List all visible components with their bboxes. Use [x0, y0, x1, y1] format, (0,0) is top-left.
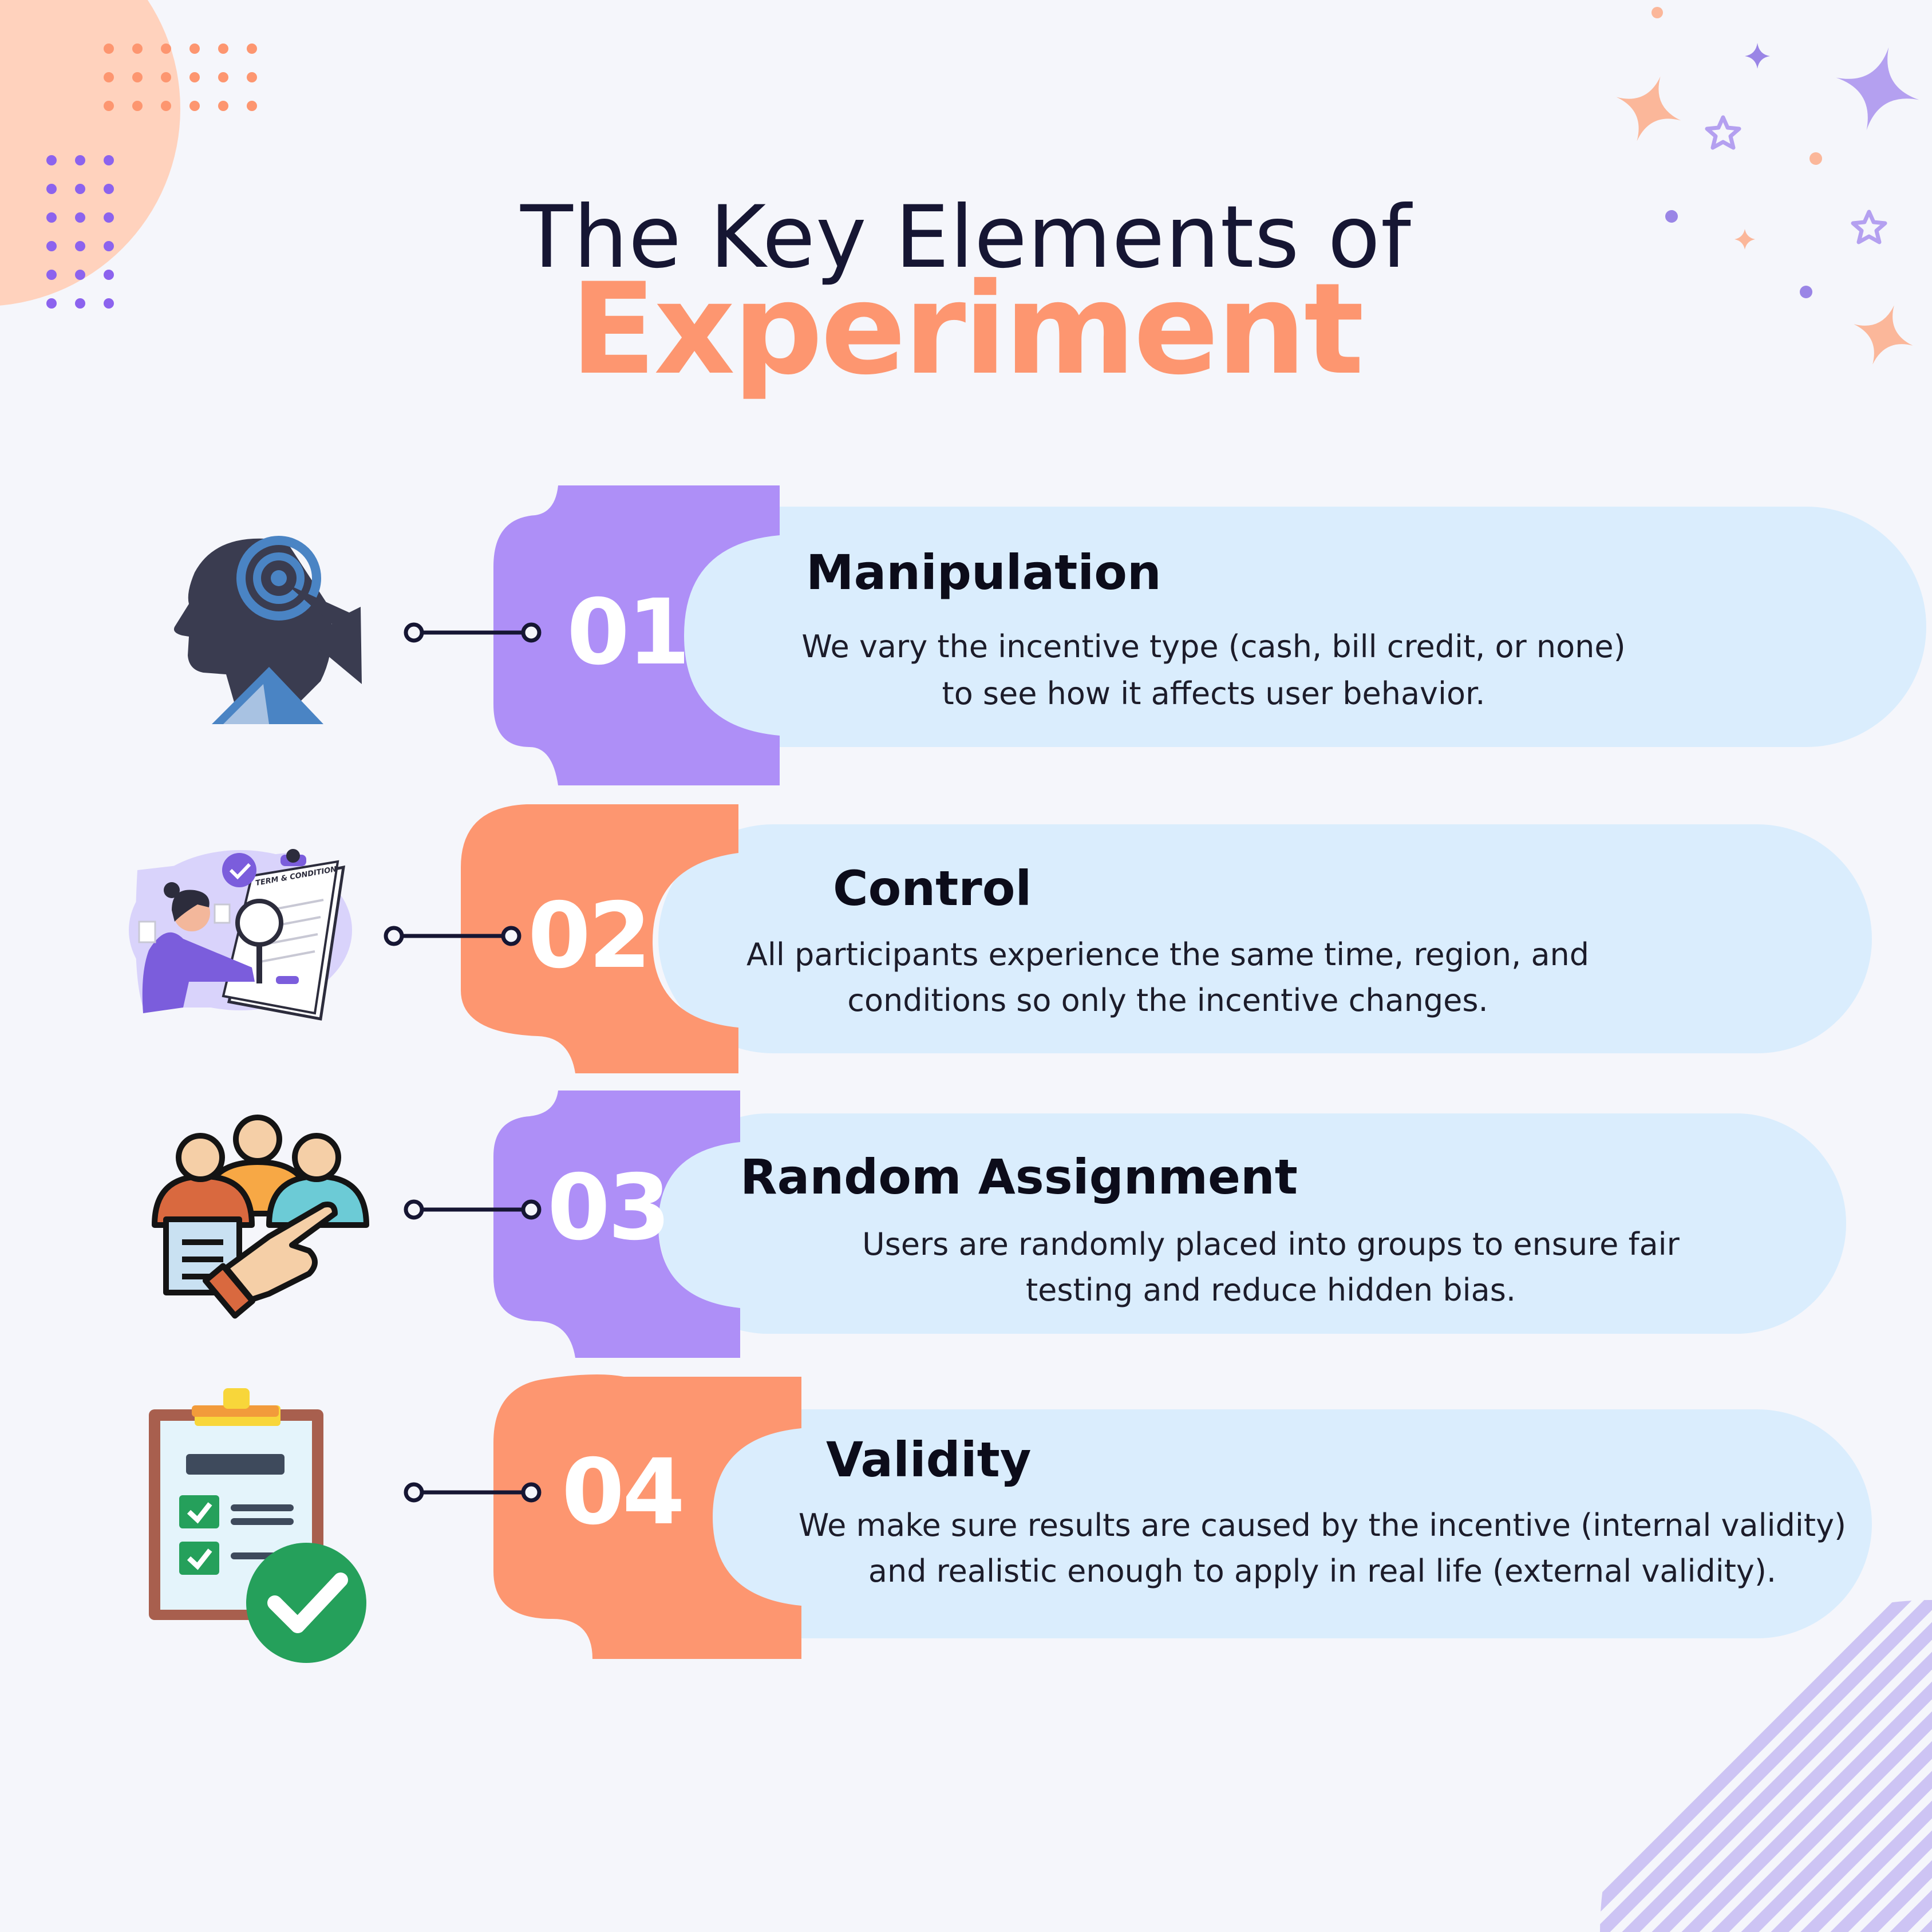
- step-01-desc-line2: to see how it affects user behavior.: [942, 675, 1485, 712]
- title-line1: The Key Elements of: [520, 188, 1412, 287]
- sparkle-decoration: [1616, 7, 1919, 365]
- checklist-approved-icon: [149, 1388, 366, 1663]
- step-02-desc-line2: conditions so only the incentive changes…: [847, 982, 1488, 1018]
- purple-dot-grid: [46, 155, 114, 309]
- step-03-title: Random Assignment: [740, 1149, 1298, 1205]
- step-04-number: 04: [562, 1440, 685, 1545]
- step-02-card: [658, 824, 1872, 1053]
- step-01-desc-line1: We vary the incentive type (cash, bill c…: [801, 629, 1626, 665]
- step-02-number-tab: [461, 804, 738, 1073]
- step-01-title: Manipulation: [806, 544, 1161, 600]
- step-04-desc-line1: We make sure results are caused by the i…: [798, 1507, 1847, 1543]
- step-01-number-tab: [493, 485, 780, 785]
- step-04-desc-line2: and realistic enough to apply in real li…: [868, 1553, 1777, 1589]
- step-01-number: 01: [567, 580, 690, 685]
- step-03-number: 03: [547, 1155, 671, 1261]
- orange-dot-grid: [104, 44, 257, 111]
- step-04-title: Validity: [826, 1432, 1032, 1488]
- group-selection-icon: [152, 1115, 369, 1319]
- step-02-number: 02: [528, 883, 651, 989]
- terms-inspection-icon: TERM & CONDITION: [129, 849, 352, 1021]
- step-04-number-tab: [493, 1374, 801, 1659]
- step-01-card: [658, 507, 1926, 747]
- head-target-icon: [173, 536, 362, 724]
- step-03-card: [658, 1113, 1846, 1334]
- title-line2: Experiment: [570, 256, 1364, 402]
- step-02-desc-line1: All participants experience the same tim…: [746, 937, 1590, 973]
- step-03-desc-line2: testing and reduce hidden bias.: [1025, 1272, 1516, 1308]
- step-03-number-tab: [493, 1091, 740, 1358]
- step-03-desc-line1: Users are randomly placed into groups to…: [862, 1226, 1680, 1262]
- step-04-card: [658, 1409, 1872, 1638]
- step-02-title: Control: [833, 860, 1032, 916]
